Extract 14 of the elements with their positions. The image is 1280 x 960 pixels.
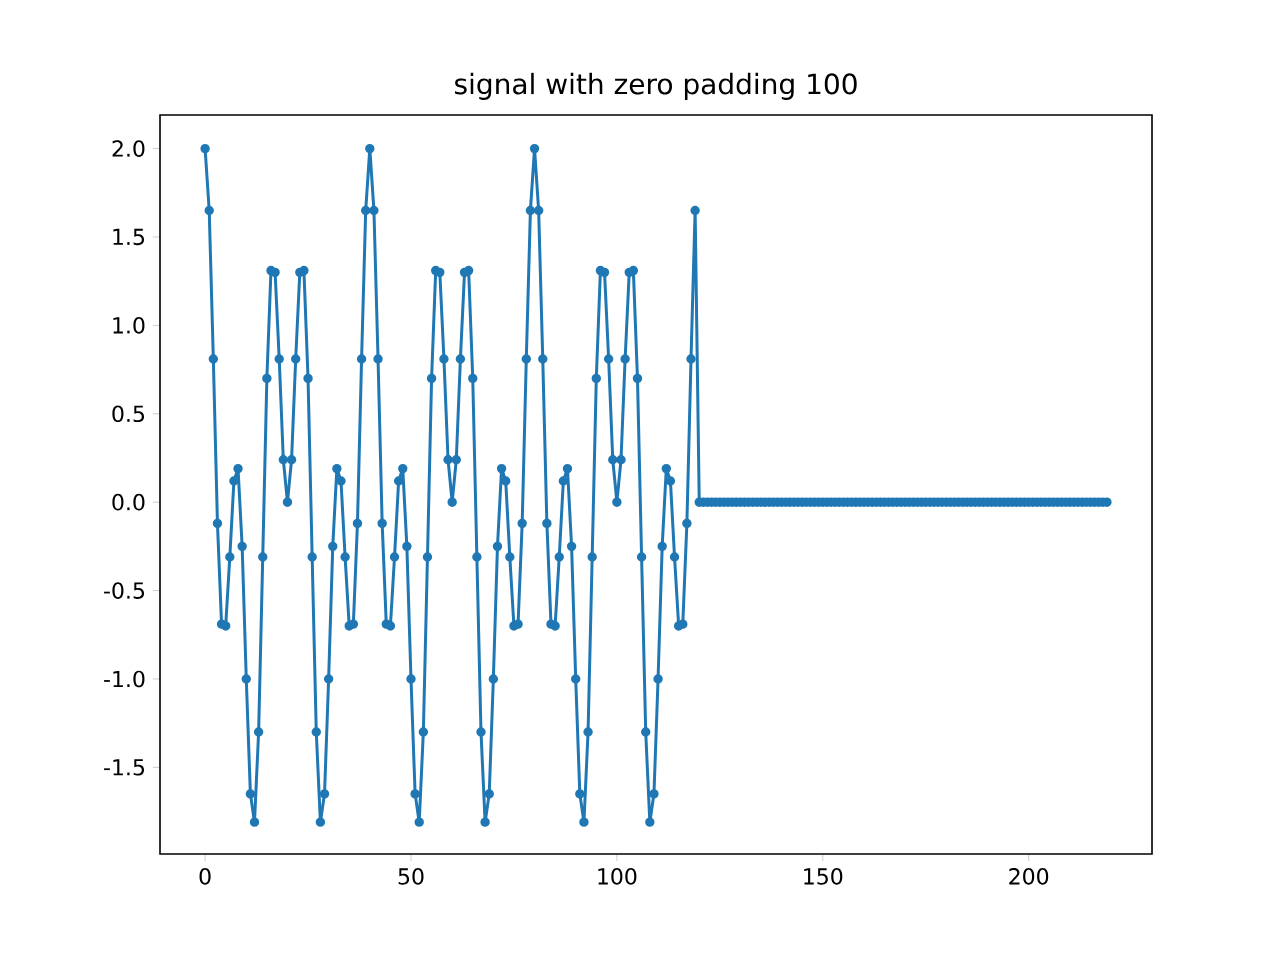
y-tick-label: 0.5	[112, 405, 145, 423]
x-tick-label: 200	[1009, 868, 1049, 885]
x-tick-label: 150	[804, 868, 843, 885]
y-tick-label: -1.5	[104, 759, 145, 776]
y-tick-label: -1.0	[104, 670, 145, 688]
y-tick-label: 1.5	[113, 228, 145, 246]
y-tick-label: 0.0	[112, 493, 145, 511]
x-tick-label: 50	[398, 868, 424, 885]
y-tick-label: -0.5	[104, 582, 145, 599]
x-tick-label: 100	[598, 868, 637, 885]
y-tick-label: 2.0	[112, 140, 145, 157]
chart-title: signal with zero padding 100	[455, 72, 857, 100]
x-tick-label: 0	[199, 868, 211, 885]
y-tick-label: 1.0	[113, 317, 145, 334]
